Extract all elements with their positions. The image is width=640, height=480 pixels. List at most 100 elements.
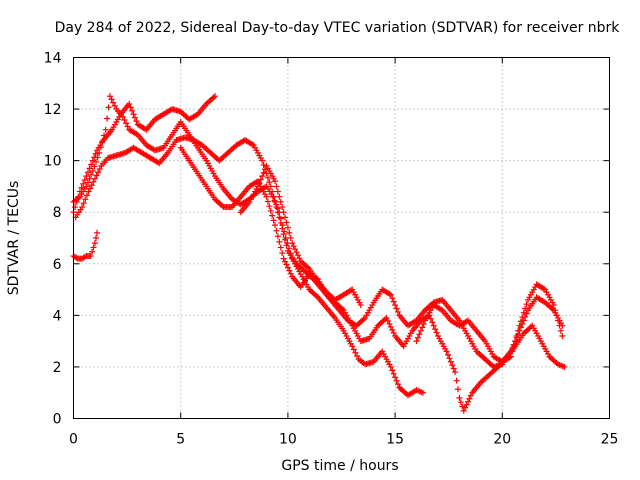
data-point-marker	[510, 343, 517, 350]
data-point-marker	[276, 193, 283, 200]
data-point-marker	[272, 222, 279, 229]
data-point-marker	[393, 305, 400, 312]
data-point-marker	[444, 351, 451, 358]
data-point-marker	[91, 175, 98, 182]
data-point-marker	[273, 183, 280, 190]
data-point-marker	[85, 188, 92, 195]
data-point-marker	[126, 100, 133, 107]
data-points	[70, 93, 568, 414]
data-point-marker	[557, 327, 564, 334]
data-point-marker	[349, 343, 356, 350]
data-point-marker	[296, 255, 303, 262]
data-point-marker	[133, 118, 140, 125]
data-point-marker	[273, 227, 280, 234]
x-tick-label: 10	[279, 432, 297, 448]
data-point-marker	[393, 377, 400, 384]
data-point-marker	[130, 111, 137, 118]
data-point-marker	[267, 183, 274, 190]
axis-ticks	[73, 57, 610, 419]
data-point-marker	[352, 349, 359, 356]
data-point-marker	[450, 365, 457, 372]
data-point-marker	[419, 324, 426, 331]
data-point-marker	[513, 332, 520, 339]
plot-frame	[73, 57, 610, 419]
data-point-marker	[419, 389, 426, 396]
data-point-marker	[561, 363, 568, 370]
data-point-marker	[459, 403, 466, 410]
data-point-marker	[387, 291, 394, 298]
data-point-marker	[269, 212, 276, 219]
data-point-marker	[104, 115, 111, 122]
data-point-marker	[89, 157, 96, 164]
data-point-marker	[433, 329, 440, 336]
data-point-marker	[75, 193, 82, 200]
data-point-marker	[272, 198, 279, 205]
x-tick-label: 25	[601, 432, 619, 448]
data-point-marker	[283, 242, 290, 249]
data-point-marker	[279, 225, 286, 232]
data-point-marker	[555, 317, 562, 324]
data-point-marker	[272, 178, 279, 185]
series-trace-e	[177, 144, 568, 414]
data-point-marker	[550, 302, 557, 309]
data-point-marker	[108, 96, 115, 103]
data-point-marker	[264, 198, 271, 205]
data-point-marker	[553, 312, 560, 319]
x-tick-label: 15	[386, 432, 404, 448]
data-point-marker	[523, 301, 530, 308]
data-point-marker	[452, 369, 459, 376]
data-point-marker	[91, 163, 98, 170]
data-point-marker	[432, 326, 439, 333]
data-point-marker	[212, 93, 219, 100]
data-point-marker	[102, 126, 109, 133]
data-point-marker	[394, 308, 401, 315]
data-point-marker	[462, 404, 469, 411]
data-point-marker	[387, 323, 394, 330]
data-point-marker	[392, 302, 399, 309]
y-tick-label: 0	[53, 412, 62, 428]
data-point-marker	[507, 353, 514, 360]
data-point-marker	[292, 246, 299, 253]
data-point-marker	[280, 231, 287, 238]
data-point-marker	[287, 235, 294, 241]
data-point-marker	[453, 377, 460, 384]
data-point-marker	[289, 240, 296, 247]
data-point-marker	[559, 332, 566, 339]
data-point-marker	[384, 317, 391, 324]
data-point-marker	[87, 185, 94, 192]
data-point-marker	[94, 229, 101, 236]
data-point-marker	[509, 348, 516, 355]
data-point-marker	[427, 315, 434, 322]
data-point-marker	[386, 320, 393, 327]
data-point-marker	[389, 326, 396, 333]
series-trace-a	[70, 93, 426, 399]
data-point-marker	[417, 327, 424, 334]
data-point-marker	[91, 154, 98, 161]
data-point-marker	[276, 238, 283, 245]
data-point-marker	[354, 352, 361, 359]
data-point-marker	[282, 236, 289, 243]
series-trace-f	[413, 281, 566, 365]
chart-title: Day 284 of 2022, Sidereal Day-to-day VTE…	[55, 20, 621, 36]
x-tick-label: 20	[493, 432, 511, 448]
data-point-marker	[394, 381, 401, 388]
data-point-marker	[556, 322, 563, 329]
data-point-marker	[86, 165, 93, 172]
data-point-marker	[270, 217, 277, 224]
data-point-marker	[512, 338, 519, 345]
data-point-marker	[282, 258, 289, 265]
data-point-marker	[105, 104, 112, 111]
data-point-marker	[264, 174, 271, 181]
data-point-marker	[92, 150, 99, 157]
y-axis-title: SDTVAR / TECUs	[6, 181, 22, 296]
data-point-marker	[460, 407, 467, 414]
data-point-marker	[383, 314, 390, 321]
data-point-marker	[131, 114, 138, 121]
data-point-marker	[520, 317, 527, 324]
data-point-marker	[517, 318, 524, 325]
data-point-marker	[454, 386, 461, 393]
data-point-marker	[350, 346, 357, 353]
data-point-marker	[90, 178, 97, 185]
x-tick-label: 0	[69, 432, 78, 448]
data-point-marker	[279, 204, 286, 211]
